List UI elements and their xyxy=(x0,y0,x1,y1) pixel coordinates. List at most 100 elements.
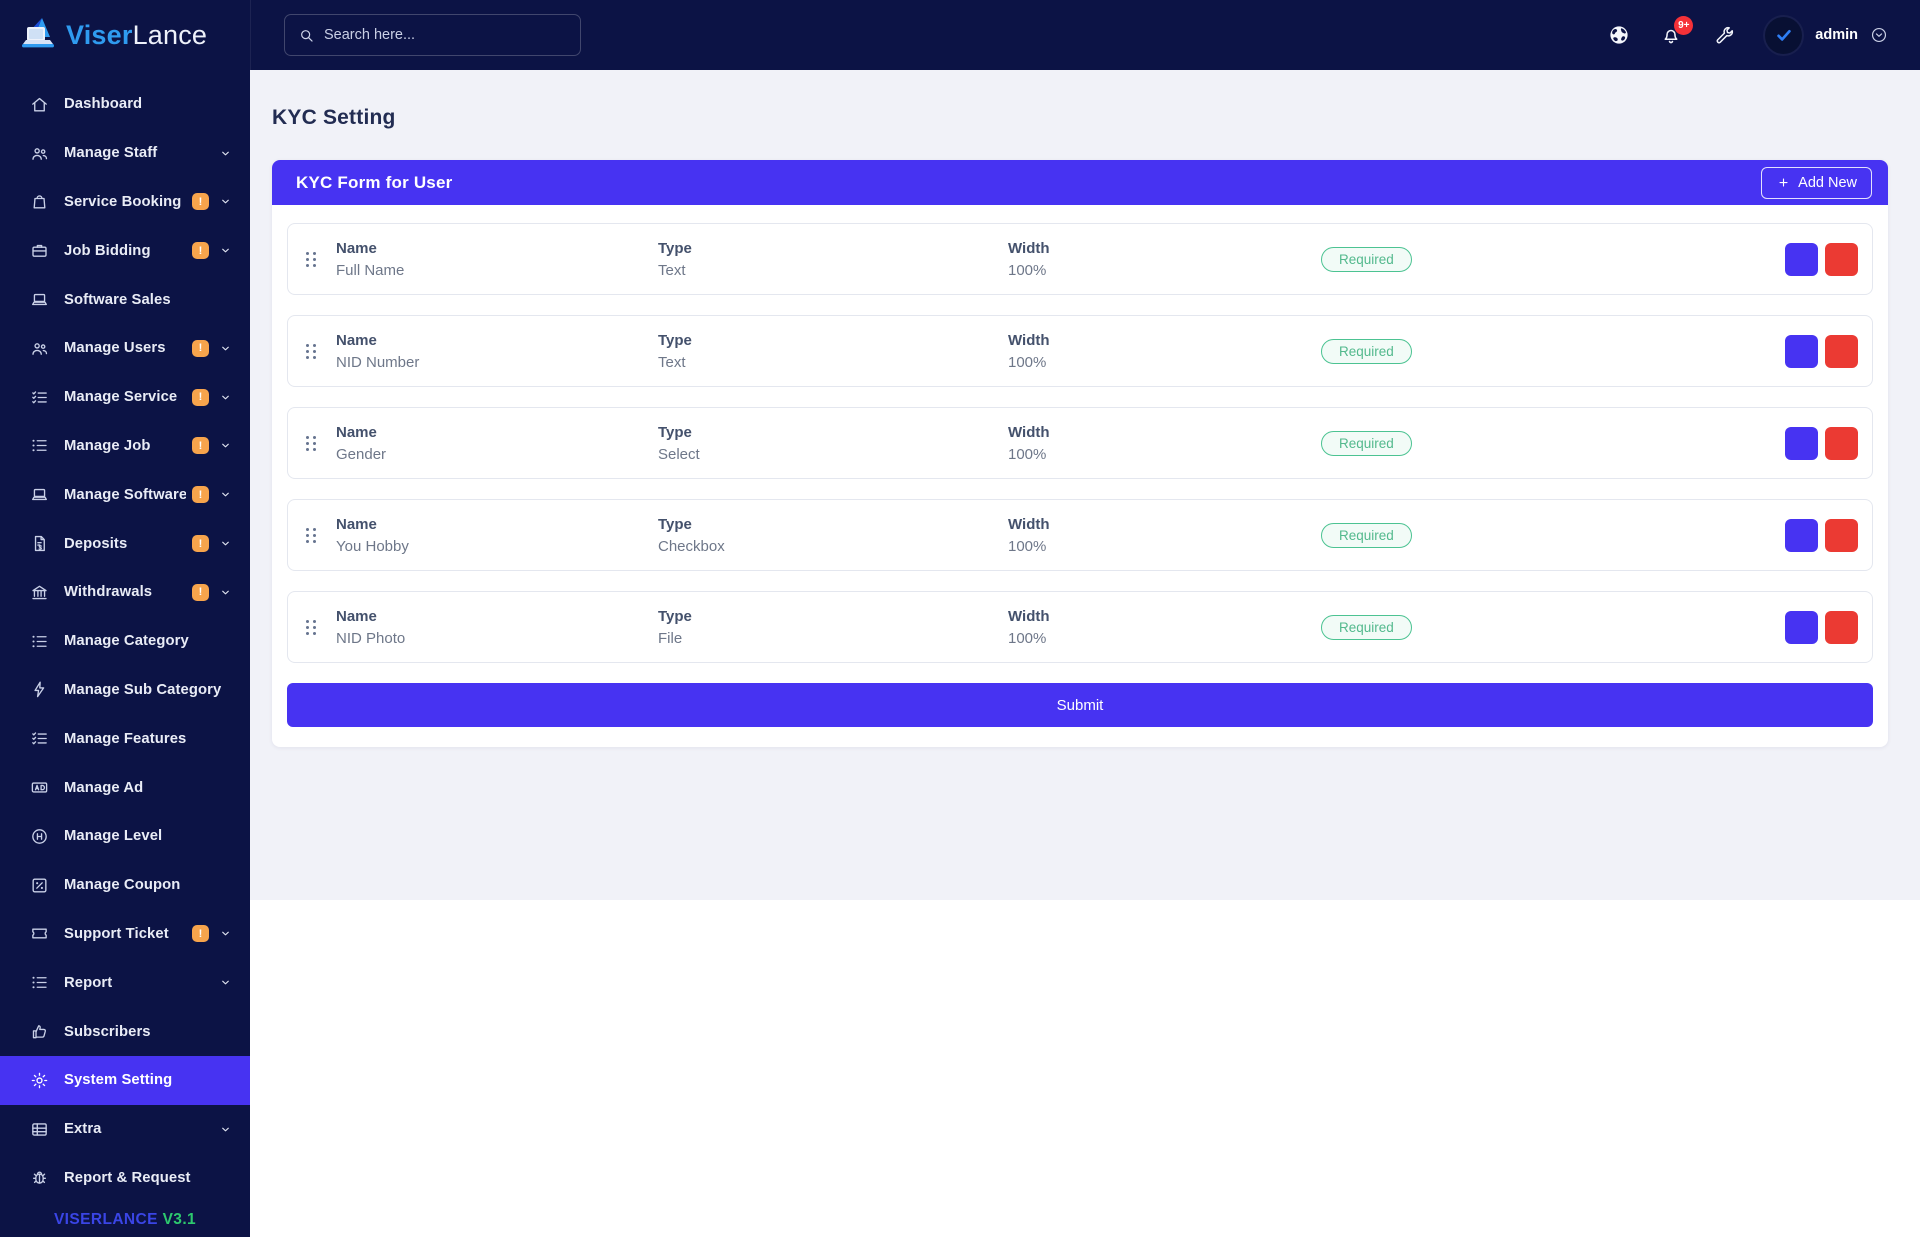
delete-button[interactable] xyxy=(1825,334,1858,368)
field-name-label: Name xyxy=(336,331,377,349)
field-name-label: Name xyxy=(336,239,377,257)
brand-logo[interactable]: ViserLance xyxy=(0,0,250,70)
field-type-label: Type xyxy=(658,607,692,625)
sidebar-item-subscribers[interactable]: Subscribers xyxy=(0,1007,250,1056)
chevron-down-icon xyxy=(219,195,232,208)
bank-icon xyxy=(30,583,49,602)
sidebar-item-dashboard[interactable]: Dashboard xyxy=(0,80,250,129)
sidebar: ViserLance Dashboard Manage Staff Servic… xyxy=(0,0,250,1237)
chevron-down-icon xyxy=(219,342,232,355)
drag-handle-icon[interactable] xyxy=(306,251,316,267)
sidebar-item-label: System Setting xyxy=(64,1072,173,1089)
list-icon xyxy=(30,632,49,651)
sidebar-item-manage-sub-category[interactable]: Manage Sub Category xyxy=(0,666,250,715)
edit-button[interactable] xyxy=(1785,610,1818,644)
sidebar-item-deposits[interactable]: Deposits ! xyxy=(0,519,250,568)
notifications-bell-icon[interactable]: 9+ xyxy=(1660,16,1694,46)
sidebar-item-report-request[interactable]: Report & Request xyxy=(0,1154,250,1203)
field-type-label: Type xyxy=(658,331,692,349)
level-icon xyxy=(30,827,49,846)
thumbs-up-icon xyxy=(30,1022,49,1041)
sidebar-item-manage-staff[interactable]: Manage Staff xyxy=(0,129,250,178)
alert-badge: ! xyxy=(192,437,209,455)
user-avatar[interactable] xyxy=(1765,16,1803,54)
sidebar-item-label: Manage Level xyxy=(64,828,163,845)
chevron-down-icon xyxy=(219,537,232,550)
sidebar-item-manage-coupon[interactable]: Manage Coupon xyxy=(0,861,250,910)
search-icon xyxy=(298,27,315,44)
sidebar-item-manage-software[interactable]: Manage Software ! xyxy=(0,470,250,519)
ticket-icon xyxy=(30,924,49,943)
main-content: KYC Setting KYC Form for User Add New Na… xyxy=(250,70,1920,900)
field-name-value: NID Photo xyxy=(336,629,406,647)
status-badge-cell: Required xyxy=(1321,522,1412,548)
field-name-value: Full Name xyxy=(336,261,405,279)
sidebar-item-label: Manage Users xyxy=(64,340,166,357)
row-actions xyxy=(1785,242,1858,276)
sidebar-item-manage-level[interactable]: Manage Level xyxy=(0,812,250,861)
language-globe-icon[interactable] xyxy=(1608,24,1630,46)
sidebar-item-label: Extra xyxy=(64,1121,102,1138)
sidebar-item-label: Manage Software xyxy=(64,486,186,503)
edit-button[interactable] xyxy=(1785,518,1818,552)
delete-button[interactable] xyxy=(1825,610,1858,644)
sidebar-item-report[interactable]: Report xyxy=(0,958,250,1007)
row-actions xyxy=(1785,518,1858,552)
row-actions xyxy=(1785,426,1858,460)
sidebar-item-system-setting[interactable]: System Setting xyxy=(0,1055,250,1105)
list-icon xyxy=(30,973,49,992)
alert-badge: ! xyxy=(192,242,209,260)
field-width: Width 100% xyxy=(1008,240,1321,279)
sidebar-item-label: Manage Category xyxy=(64,633,189,650)
submit-button[interactable]: Submit xyxy=(287,683,1873,727)
sidebar-item-service-booking[interactable]: Service Booking ! xyxy=(0,178,250,227)
field-type-value: File xyxy=(658,629,683,647)
field-width-value: 100% xyxy=(1008,353,1047,371)
field-width-value: 100% xyxy=(1008,537,1047,555)
row-actions xyxy=(1785,610,1858,644)
sidebar-item-manage-job[interactable]: Manage Job ! xyxy=(0,422,250,471)
delete-button[interactable] xyxy=(1825,242,1858,276)
sidebar-item-label: Manage Ad xyxy=(64,779,144,796)
card-title: KYC Form for User xyxy=(296,172,453,192)
edit-button[interactable] xyxy=(1785,242,1818,276)
sidebar-item-manage-users[interactable]: Manage Users ! xyxy=(0,324,250,373)
add-new-label: Add New xyxy=(1798,174,1857,191)
delete-button[interactable] xyxy=(1825,518,1858,552)
sidebar-item-label: Manage Service xyxy=(64,389,178,406)
sidebar-item-withdrawals[interactable]: Withdrawals ! xyxy=(0,568,250,617)
drag-handle-icon[interactable] xyxy=(306,619,316,635)
field-name-label: Name xyxy=(336,423,377,441)
drag-handle-icon[interactable] xyxy=(306,435,316,451)
sidebar-item-label: Manage Sub Category xyxy=(64,681,222,698)
alert-badge: ! xyxy=(192,535,209,553)
field-type-value: Select xyxy=(658,445,700,463)
add-new-button[interactable]: Add New xyxy=(1761,166,1872,199)
edit-button[interactable] xyxy=(1785,334,1818,368)
sidebar-item-manage-features[interactable]: Manage Features xyxy=(0,714,250,763)
chevron-down-icon xyxy=(219,976,232,989)
field-width-value: 100% xyxy=(1008,261,1047,279)
search-input[interactable] xyxy=(324,27,567,43)
sidebar-item-label: Manage Coupon xyxy=(64,877,181,894)
home-icon xyxy=(30,95,49,114)
kyc-rows-list: Name Full Name Type Text Width 100% Requ… xyxy=(287,223,1873,663)
sidebar-item-support-ticket[interactable]: Support Ticket ! xyxy=(0,910,250,959)
chevron-down-icon xyxy=(219,391,232,404)
drag-handle-icon[interactable] xyxy=(306,527,316,543)
delete-button[interactable] xyxy=(1825,426,1858,460)
sidebar-item-manage-category[interactable]: Manage Category xyxy=(0,617,250,666)
drag-handle-icon[interactable] xyxy=(306,343,316,359)
alert-badge: ! xyxy=(192,339,209,357)
footer-version: V3.1 xyxy=(162,1211,197,1228)
sidebar-item-manage-service[interactable]: Manage Service ! xyxy=(0,373,250,422)
user-menu-chevron-icon[interactable] xyxy=(1870,26,1888,44)
logo-text-primary: Viser xyxy=(66,19,133,50)
sidebar-item-extra[interactable]: Extra xyxy=(0,1105,250,1154)
sidebar-item-manage-ad[interactable]: Manage Ad xyxy=(0,763,250,812)
sidebar-item-label: Service Booking xyxy=(64,193,182,210)
edit-button[interactable] xyxy=(1785,426,1818,460)
settings-wrench-icon[interactable] xyxy=(1714,25,1735,46)
sidebar-item-software-sales[interactable]: Software Sales xyxy=(0,275,250,324)
sidebar-item-job-bidding[interactable]: Job Bidding ! xyxy=(0,226,250,275)
